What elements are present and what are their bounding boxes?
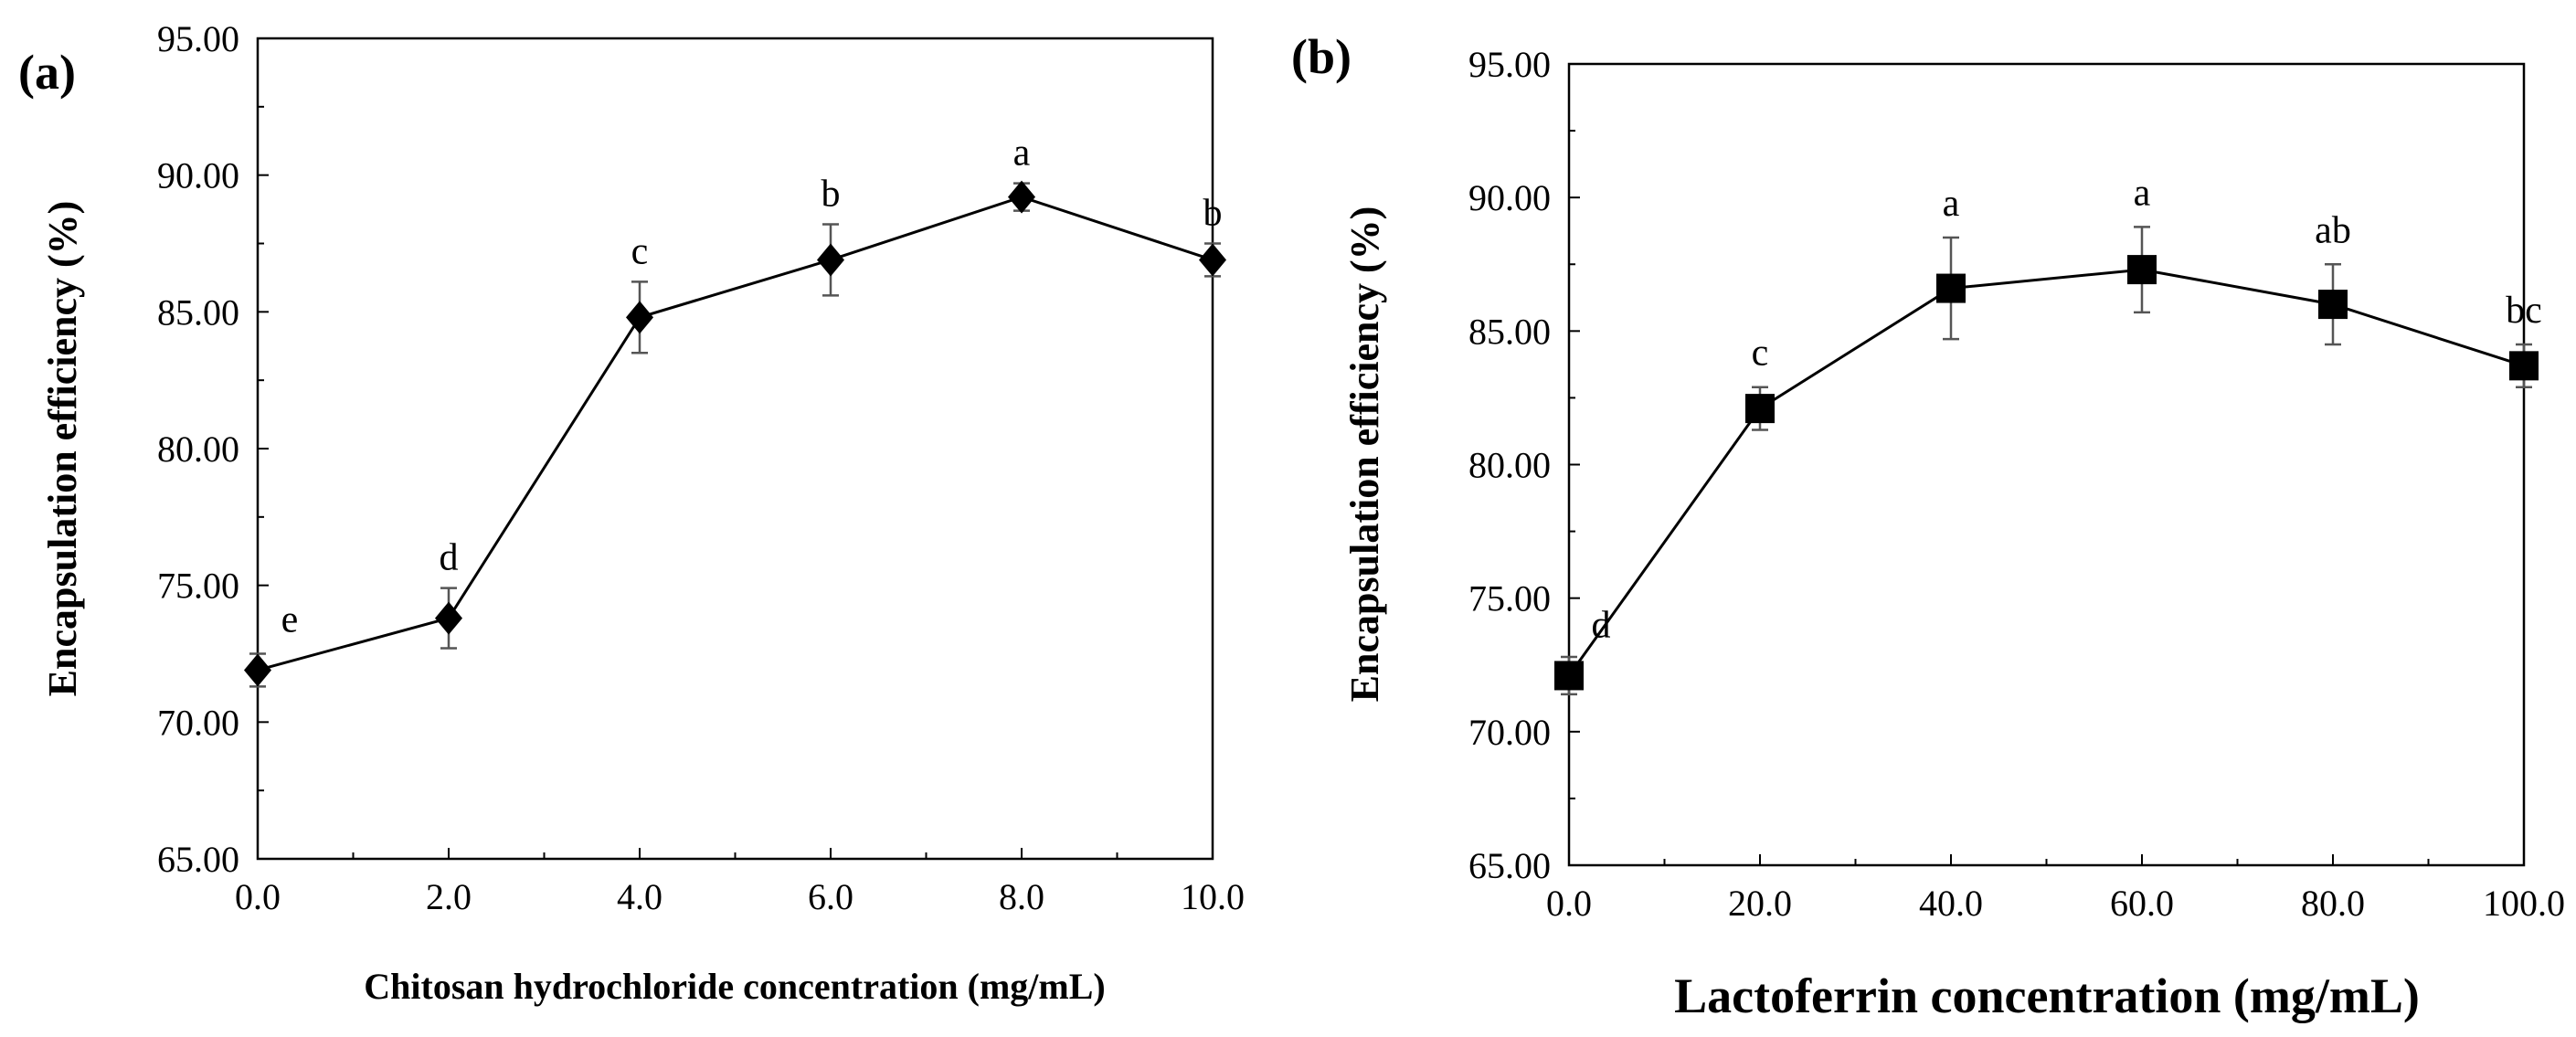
- series-line-b: [1567, 268, 2525, 677]
- x-tick-label: 8.0: [999, 876, 1044, 917]
- y-tick-label: 75.00: [1468, 578, 1551, 619]
- x-tick-label: 4.0: [617, 876, 663, 917]
- x-tick-label: 40.0: [1919, 883, 1983, 924]
- y-tick-label: 85.00: [1468, 311, 1551, 352]
- data-point: [2509, 351, 2539, 381]
- y-tick-label: 85.00: [157, 291, 239, 333]
- x-tick-label: 100.0: [2483, 883, 2565, 924]
- significance-label: ab: [2315, 209, 2351, 251]
- significance-label: d: [440, 537, 459, 579]
- significance-label: a: [2134, 172, 2151, 214]
- significance-label: a: [1943, 183, 1960, 225]
- significance-label: c: [1752, 333, 1769, 375]
- y-tick-label: 80.00: [1468, 445, 1551, 486]
- x-tick-label: 0.0: [1546, 883, 1592, 924]
- data-point: [435, 601, 462, 635]
- data-point: [2318, 290, 2348, 320]
- y-tick-label: 70.00: [157, 702, 239, 743]
- x-tick-label: 60.0: [2110, 883, 2174, 924]
- y-tick-label: 65.00: [157, 839, 239, 880]
- y-tick-label: 95.00: [1468, 44, 1551, 85]
- data-point: [1745, 394, 1775, 424]
- x-tick-label: 10.0: [1181, 876, 1245, 917]
- x-axis-label-b: Lactoferrin concentration (mg/mL): [1674, 968, 2420, 1023]
- data-point: [244, 653, 271, 687]
- x-tick-label: 0.0: [235, 876, 281, 917]
- y-tick-label: 80.00: [157, 429, 239, 470]
- panel-label-a: (a): [18, 45, 76, 100]
- series-line-a: [257, 196, 1214, 672]
- significance-label: a: [1013, 132, 1031, 175]
- y-tick-label: 95.00: [157, 18, 239, 59]
- y-tick-label: 70.00: [1468, 712, 1551, 753]
- data-point: [1554, 661, 1584, 691]
- significance-label: d: [1592, 604, 1611, 646]
- y-axis-label-a: Encapsulation efficiency (%): [40, 201, 85, 697]
- significance-label: bc: [2506, 290, 2542, 332]
- data-point: [1936, 273, 1966, 303]
- data-point: [1008, 180, 1035, 214]
- x-axis-label-a: Chitosan hydrochloride concentration (mg…: [364, 966, 1105, 1007]
- x-tick-label: 2.0: [426, 876, 472, 917]
- panel-label-b: (b): [1291, 29, 1352, 84]
- chart-panel-a: (a) 65.00 70.00 75.00 80.00 85.00 90.00 95.00 0…: [18, 18, 1245, 1007]
- x-tick-label: 20.0: [1728, 883, 1792, 924]
- y-tick-label: 75.00: [157, 566, 239, 607]
- x-tick-label: 80.0: [2301, 883, 2365, 924]
- x-tick-label: 6.0: [808, 876, 853, 917]
- significance-label: b: [822, 174, 841, 216]
- data-point: [626, 301, 653, 334]
- significance-label: e: [281, 598, 299, 640]
- data-point: [1199, 243, 1226, 277]
- data-point: [817, 243, 844, 277]
- y-tick-label: 90.00: [1468, 177, 1551, 218]
- data-point: [2127, 255, 2157, 285]
- significance-label: b: [1203, 193, 1223, 235]
- y-axis-label-b: Encapsulation efficiency (%): [1342, 206, 1387, 703]
- y-tick-label: 65.00: [1468, 845, 1551, 886]
- chart-panel-b: (b) 65.00 70.00 75.00 80.00 85.00 90.00 95.00 0…: [1291, 29, 2565, 1023]
- y-tick-label: 90.00: [157, 155, 239, 196]
- significance-label: c: [631, 230, 649, 272]
